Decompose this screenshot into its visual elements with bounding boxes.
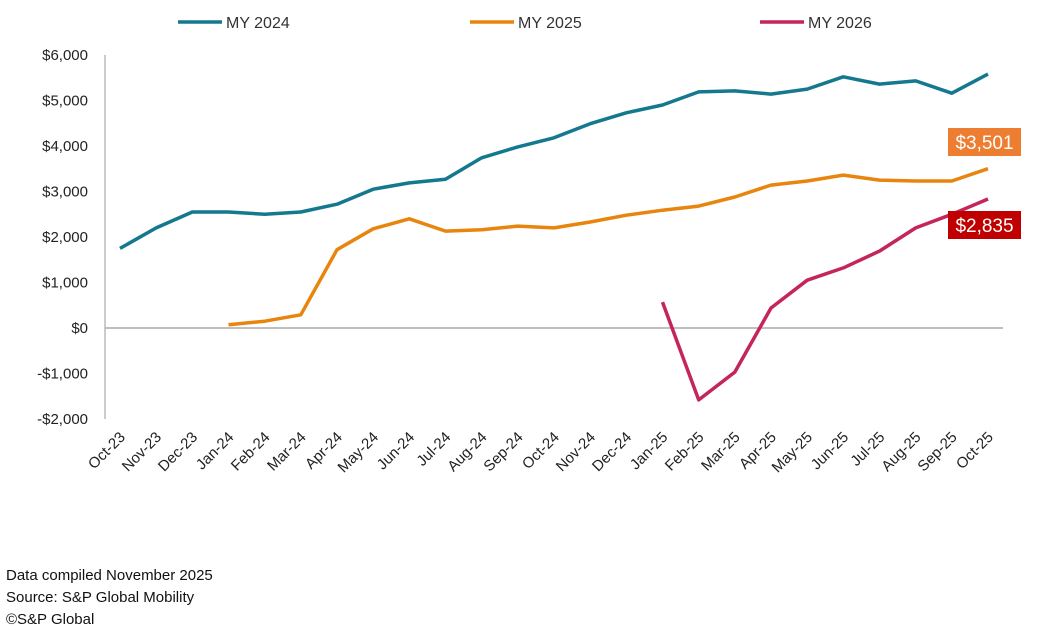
y-tick-label: $3,000 — [42, 184, 88, 201]
x-tick-label: Mar-24 — [264, 429, 310, 475]
x-tick-label: Sep-25 — [914, 429, 960, 475]
x-tick-label: Oct-25 — [953, 429, 997, 473]
y-tick-label: $0 — [71, 320, 88, 337]
footer-source: Source: S&P Global Mobility — [6, 589, 195, 606]
x-tick-label: Aug-25 — [878, 429, 924, 475]
x-tick-label: Dec-23 — [155, 429, 201, 475]
x-tick-label: Nov-24 — [553, 429, 599, 475]
x-tick-label: Mar-25 — [698, 429, 744, 475]
x-tick-label: Nov-23 — [119, 429, 165, 475]
y-tick-label: $4,000 — [42, 138, 88, 155]
value-label: $2,835 — [955, 216, 1013, 237]
legend-label: MY 2024 — [226, 15, 290, 32]
x-tick-label: Jun-25 — [808, 429, 852, 473]
x-tick-label: Aug-24 — [444, 429, 490, 475]
legend-label: MY 2026 — [808, 15, 872, 32]
y-tick-label: $6,000 — [42, 47, 88, 64]
value-label: $3,501 — [955, 133, 1013, 154]
x-tick-label: Feb-24 — [228, 429, 274, 475]
line-chart: -$2,000 -$1,000 $0 $1,000 $2,000 $3,000 $4,000… — [37, 15, 1021, 476]
x-tick-label: Jun-24 — [374, 429, 418, 473]
y-tick-label: -$1,000 — [37, 366, 88, 383]
x-tick-label: May-24 — [335, 429, 382, 476]
x-tick-label: Sep-24 — [480, 429, 526, 475]
series-line-my-2026 — [660, 197, 989, 402]
y-tick-label: $1,000 — [42, 275, 88, 292]
x-tick-label: Dec-24 — [589, 429, 635, 475]
value-label-box — [948, 128, 1021, 156]
y-tick-label: -$2,000 — [37, 411, 88, 428]
y-tick-label: $5,000 — [42, 93, 88, 110]
footer-copyright: ©S&P Global — [6, 611, 95, 628]
y-tick-label: $2,000 — [42, 229, 88, 246]
x-tick-label: Feb-25 — [662, 429, 708, 475]
series-line-my-2024 — [119, 72, 989, 250]
x-tick-label: May-25 — [769, 429, 816, 476]
footer-compiled: Data compiled November 2025 — [6, 567, 213, 584]
series-line-my-2025 — [228, 167, 989, 327]
value-label-box — [948, 211, 1021, 239]
legend-label: MY 2025 — [518, 15, 582, 32]
